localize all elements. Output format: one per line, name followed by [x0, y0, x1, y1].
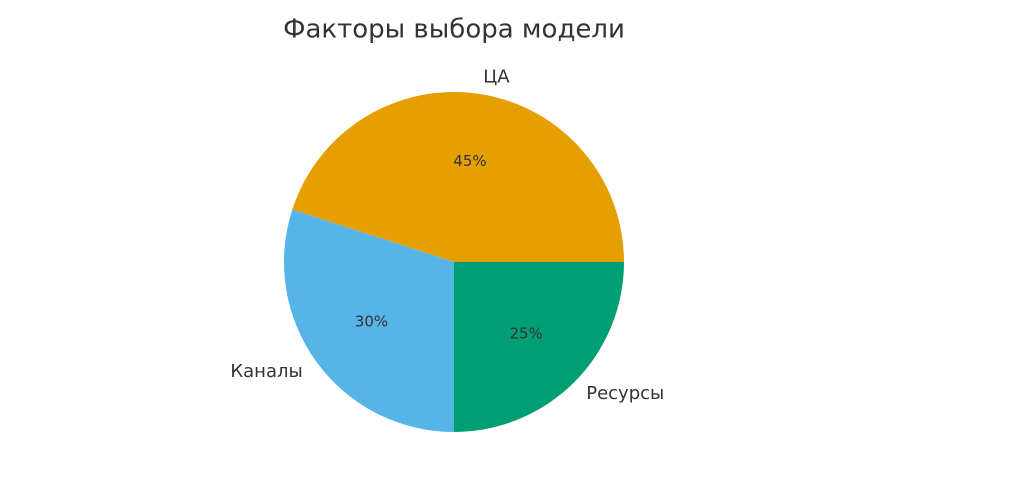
value-label: 25%	[509, 325, 542, 343]
chart-title: Факторы выбора модели	[283, 15, 625, 45]
slice-label: ЦА	[483, 66, 510, 87]
pie-slice	[454, 262, 624, 432]
pie-slice	[284, 209, 454, 432]
pie-slice	[292, 92, 624, 262]
slice-label: Каналы	[230, 361, 302, 382]
slice-label: Ресурсы	[586, 383, 664, 404]
value-label: 30%	[355, 312, 388, 330]
value-label: 45%	[453, 152, 486, 170]
